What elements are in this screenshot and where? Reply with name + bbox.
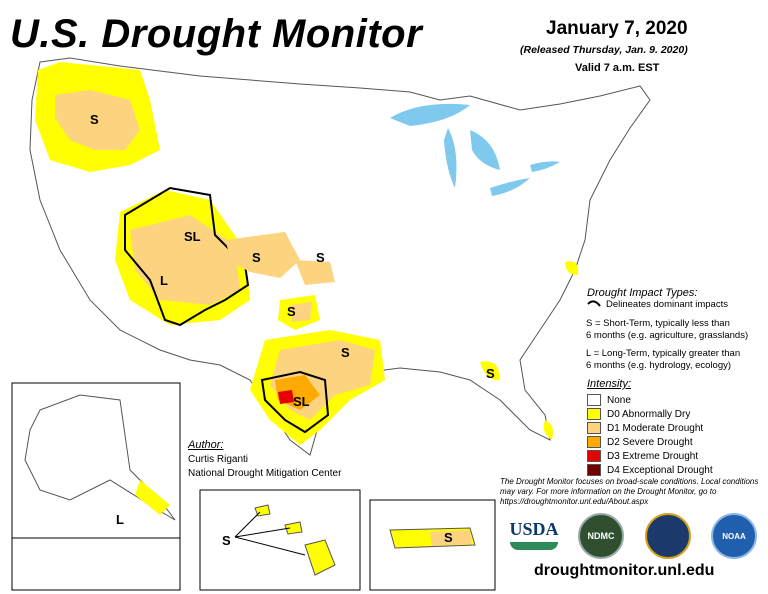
impact-short-term-line1: S = Short-Term, typically less than (586, 318, 730, 329)
label-pr-short: S (444, 530, 453, 545)
impact-short-term-line2: 6 months (e.g. agriculture, grasslands) (586, 330, 749, 341)
author-label: Author: (188, 439, 224, 451)
legend-swatch (587, 394, 601, 406)
impact-long-term-line1: L = Long-Term, typically greater than (586, 348, 741, 359)
label-tx-short: S (341, 345, 350, 360)
legend-item: D2 Severe Drought (587, 436, 693, 448)
lake-michigan (444, 128, 457, 188)
ok-d1 (290, 302, 312, 322)
ndmc-logo: NDMC (578, 513, 624, 559)
lake-superior (390, 103, 470, 126)
sw-d1 (130, 215, 240, 305)
release-date: (Released Thursday, Jan. 9. 2020) (520, 44, 688, 56)
pr-d1 (430, 530, 472, 546)
author-name: Curtis Riganti (188, 454, 249, 465)
label-pnw-short: S (90, 112, 99, 127)
hawaii-left-frame (11, 537, 181, 591)
label-ga-short: S (486, 366, 495, 381)
tx-impact-line (260, 370, 330, 434)
legend-swatch (587, 422, 601, 434)
disclaimer-text: The Drought Monitor focuses on broad-sca… (500, 477, 759, 506)
impact-types-title: Drought Impact Types: (587, 287, 698, 299)
legend-label: D0 Abnormally Dry (607, 408, 691, 420)
legend-label: D2 Severe Drought (607, 436, 693, 448)
legend-label: D4 Exceptional Drought (607, 464, 713, 476)
hawaii-big-island (304, 539, 336, 576)
label-hi-short: S (222, 533, 231, 548)
tx-d3 (278, 390, 294, 404)
pnw-d1 (55, 90, 140, 150)
label-ks-short: S (316, 250, 325, 265)
impact-line-sample (587, 300, 601, 307)
lake-erie (490, 178, 530, 196)
legend-item: D3 Extreme Drought (587, 450, 698, 462)
sw-impact-line (124, 186, 250, 327)
legend-item: D1 Moderate Drought (587, 422, 703, 434)
noaa-logo: NOAA (711, 513, 757, 559)
label-co-sl: SL (184, 229, 201, 244)
label-tx-sl: SL (293, 394, 310, 409)
author-org: National Drought Mitigation Center (188, 468, 342, 479)
hawaii-maui (284, 521, 303, 535)
hawaii-inset-frame (199, 489, 361, 591)
fl-d0 (543, 420, 554, 440)
impact-delineates: Delineates dominant impacts (606, 299, 728, 310)
label-ak-long: L (116, 512, 124, 527)
intensity-title: Intensity: (587, 378, 632, 390)
label-ok-short: S (287, 304, 296, 319)
legend-label: D1 Moderate Drought (607, 422, 704, 434)
usda-logo: USDA (508, 515, 560, 553)
lake-ontario (530, 161, 560, 172)
nc-d0 (565, 261, 579, 276)
map-date: January 7, 2020 (546, 18, 688, 39)
ga-d0 (480, 361, 500, 381)
legend-swatch (587, 464, 601, 476)
valid-time: Valid 7 a.m. EST (575, 62, 660, 74)
legend-swatch (587, 408, 601, 420)
alaska-d0 (135, 480, 170, 515)
ks-d0 (295, 260, 335, 285)
map-title: U.S. Drought Monitor (10, 12, 423, 56)
impact-long-term-line2: 6 months (e.g. hydrology, ecology) (586, 360, 732, 371)
co-d1 (225, 232, 300, 278)
legend-swatch (587, 450, 601, 462)
doc-seal-logo (645, 513, 691, 559)
website-url[interactable]: droughtmonitor.unl.edu (534, 562, 715, 579)
legend-item: D4 Exceptional Drought (587, 464, 713, 476)
label-sw-long: L (160, 273, 168, 288)
legend-item: None (587, 394, 631, 406)
legend-swatch (587, 436, 601, 448)
label-co-short: S (252, 250, 261, 265)
usda-logo-text: USDA (509, 518, 559, 539)
legend-item: D0 Abnormally Dry (587, 408, 690, 420)
lake-huron (470, 130, 500, 170)
legend-label: D3 Extreme Drought (607, 450, 699, 462)
legend-label: None (607, 394, 631, 406)
